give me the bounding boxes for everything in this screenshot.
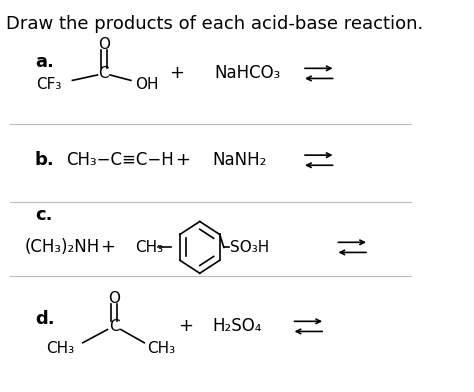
Text: (CH₃)₂NH: (CH₃)₂NH	[24, 238, 100, 256]
Text: d.: d.	[35, 310, 55, 328]
Text: +: +	[175, 151, 191, 169]
Text: CH₃: CH₃	[135, 240, 163, 255]
Text: O: O	[98, 37, 109, 52]
Text: +: +	[169, 64, 184, 82]
Text: O: O	[108, 291, 120, 306]
Text: CF₃: CF₃	[36, 77, 62, 92]
Text: NaNH₂: NaNH₂	[212, 151, 267, 169]
Text: +: +	[100, 238, 115, 256]
Text: OH: OH	[135, 77, 158, 92]
Text: SO₃H: SO₃H	[230, 240, 270, 255]
Text: a.: a.	[35, 53, 54, 71]
Text: C: C	[99, 66, 109, 81]
Text: c.: c.	[35, 207, 52, 225]
Text: b.: b.	[35, 151, 55, 169]
Text: NaHCO₃: NaHCO₃	[214, 64, 281, 82]
Text: +: +	[178, 318, 192, 336]
Text: CH₃−C≡C−H: CH₃−C≡C−H	[66, 151, 174, 169]
Text: C: C	[109, 319, 119, 334]
Text: CH₃: CH₃	[147, 341, 176, 356]
Text: CH₃: CH₃	[46, 341, 74, 356]
Text: H₂SO₄: H₂SO₄	[212, 318, 262, 336]
Text: Draw the products of each acid-base reaction.: Draw the products of each acid-base reac…	[6, 15, 423, 33]
